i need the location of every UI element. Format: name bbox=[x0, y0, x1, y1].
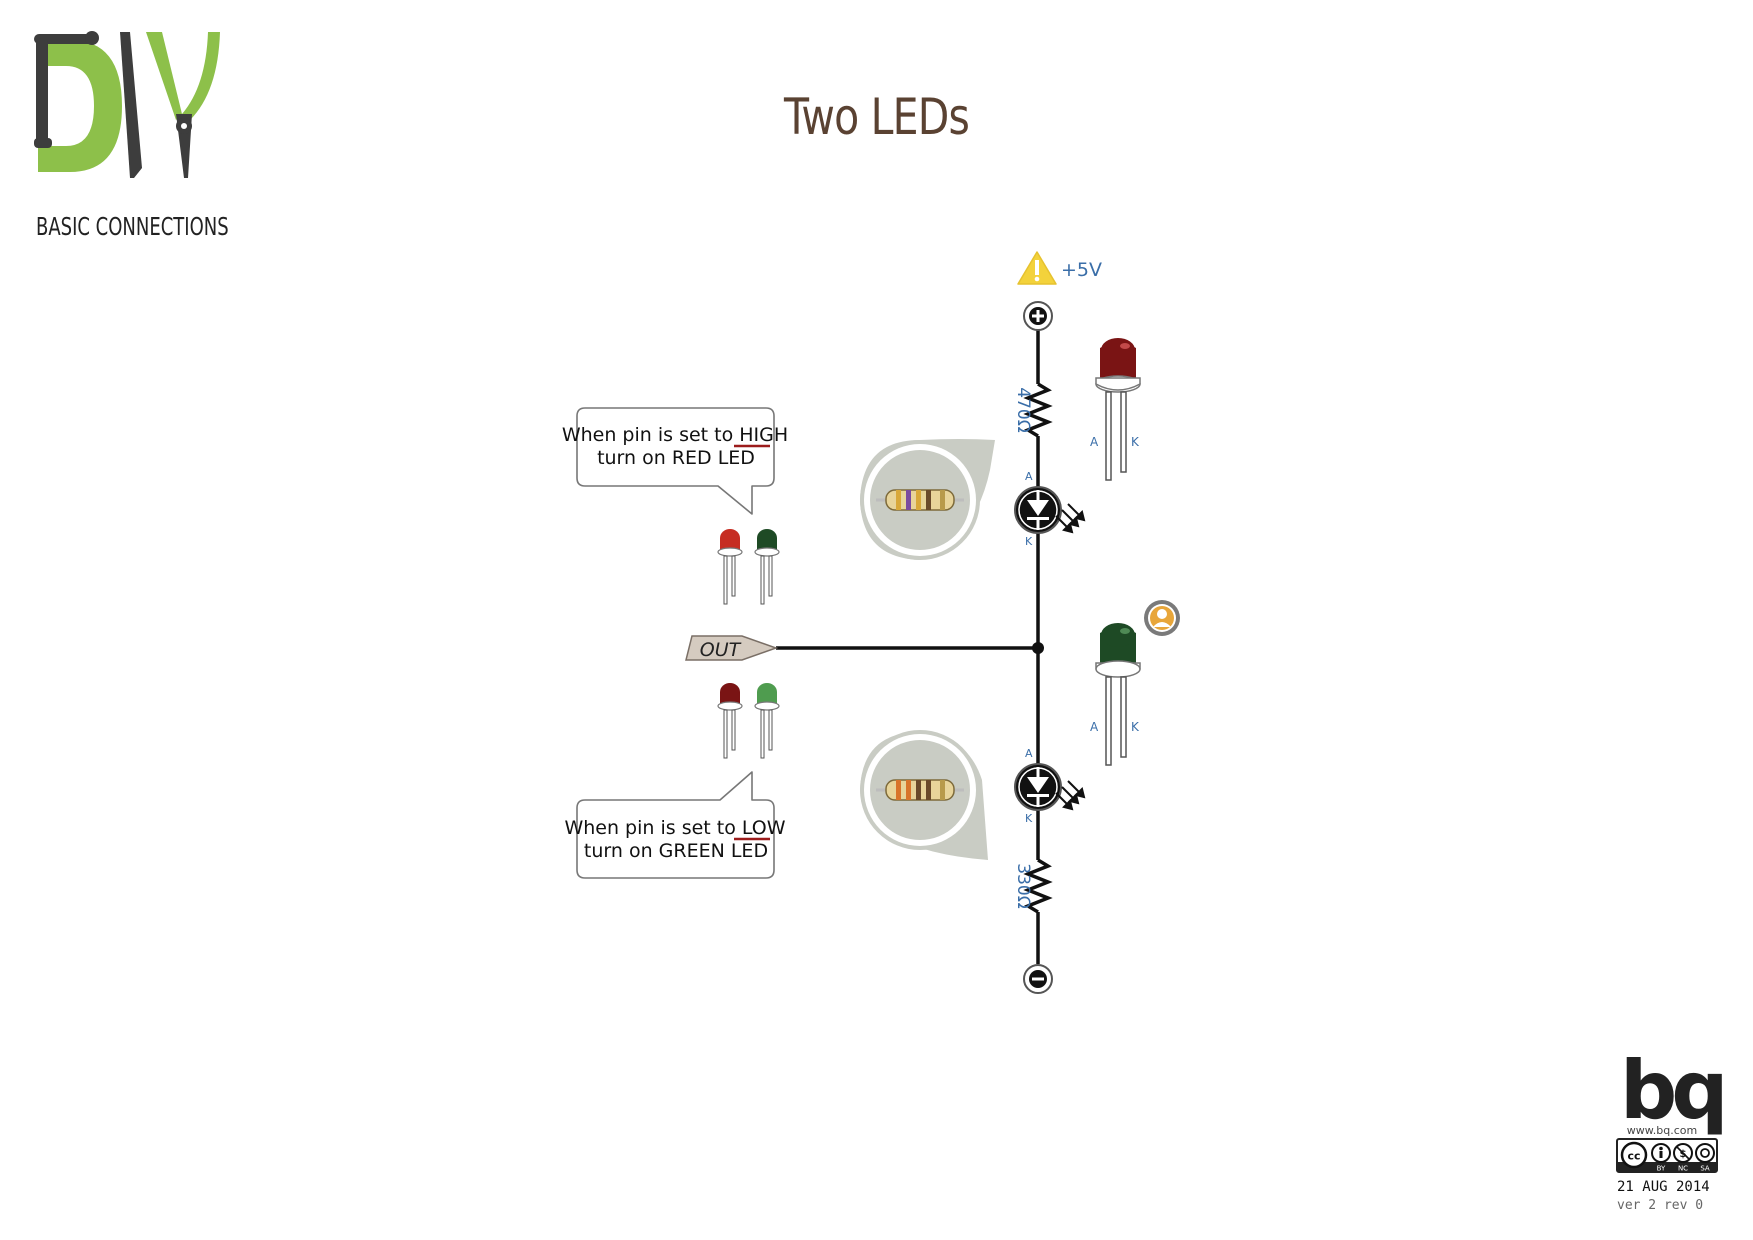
red-led-anode-label: A bbox=[1090, 435, 1099, 449]
top-led-anode-mark: A bbox=[1025, 470, 1033, 483]
low-bubble-line2: turn on GREEN LED bbox=[584, 840, 768, 862]
diagram-date: 21 AUG 2014 bbox=[1617, 1179, 1710, 1195]
cc-license-badge: cc $ BY NC SA bbox=[1616, 1138, 1718, 1173]
bottom-resistor-value: 330Ω bbox=[1013, 863, 1033, 908]
high-keyword: HIGH bbox=[739, 424, 788, 446]
bottom-resistor-symbol bbox=[1023, 858, 1053, 914]
top-resistor-symbol bbox=[1023, 382, 1053, 438]
output-pin-label: OUT bbox=[700, 639, 742, 661]
junction-node bbox=[1032, 642, 1044, 654]
top-resistor-callout bbox=[860, 439, 995, 560]
svg-text:BY: BY bbox=[1657, 1165, 1666, 1173]
red-led-cathode-label: K bbox=[1131, 435, 1140, 449]
warning-icon bbox=[1017, 251, 1057, 285]
page-title: Two LEDs bbox=[783, 88, 970, 146]
green-led-illustration bbox=[1095, 623, 1141, 766]
red-led-illustration bbox=[1095, 338, 1141, 481]
high-bubble-line1: When pin is set to HIGH bbox=[562, 424, 788, 446]
small-light-green-led bbox=[754, 683, 780, 759]
supply-voltage-label: +5V bbox=[1061, 259, 1102, 281]
cc-icon bbox=[1620, 1141, 1648, 1169]
low-keyword: LOW bbox=[742, 817, 786, 839]
sa-icon bbox=[1695, 1143, 1715, 1163]
plus-terminal-icon bbox=[1023, 301, 1053, 331]
output-pin-tag bbox=[685, 635, 779, 661]
svg-text:NC: NC bbox=[1678, 1165, 1688, 1173]
small-bright-red-led bbox=[717, 529, 743, 605]
bottom-resistor-callout bbox=[860, 730, 988, 860]
bottom-led-anode-mark: A bbox=[1025, 747, 1033, 760]
high-bubble-line2: turn on RED LED bbox=[597, 447, 755, 469]
svg-text:$: $ bbox=[1680, 1149, 1687, 1160]
bottom-led-symbol bbox=[1014, 763, 1086, 811]
diy-logo bbox=[34, 31, 220, 178]
svg-text:SA: SA bbox=[1700, 1165, 1710, 1173]
bq-logo: bq bbox=[1620, 1044, 1723, 1137]
top-led-symbol bbox=[1014, 486, 1086, 534]
bq-url: www.bq.com bbox=[1627, 1124, 1697, 1137]
green-led-cathode-label: K bbox=[1131, 720, 1140, 734]
diagram-version: ver 2 rev 0 bbox=[1617, 1198, 1703, 1213]
top-led-cathode-mark: K bbox=[1025, 535, 1033, 548]
low-state-bubble bbox=[576, 771, 775, 879]
logo-subtitle: BASIC CONNECTIONS bbox=[36, 212, 229, 241]
green-led-anode-label: A bbox=[1090, 720, 1099, 734]
low-bubble-line1: When pin is set to LOW bbox=[564, 817, 785, 839]
minus-terminal-icon bbox=[1023, 964, 1053, 994]
bottom-led-cathode-mark: K bbox=[1025, 812, 1033, 825]
user-avatar-icon bbox=[1144, 600, 1180, 636]
top-resistor-value: 470Ω bbox=[1013, 387, 1033, 432]
high-state-bubble bbox=[576, 407, 775, 515]
small-dark-red-led bbox=[717, 683, 743, 759]
small-dark-green-led bbox=[754, 529, 780, 605]
svg-text:cc: cc bbox=[1627, 1150, 1640, 1163]
